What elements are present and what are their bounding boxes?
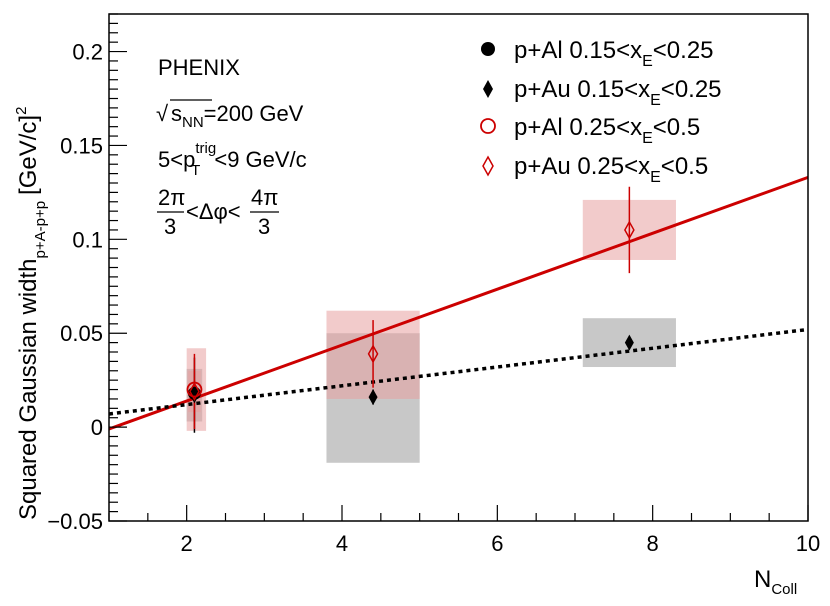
legend-label: p+Al 0.25<xE<0.5 bbox=[514, 114, 700, 147]
x-tick-label: 4 bbox=[336, 531, 348, 556]
delta-phi-label: 2π 3 <Δφ< 4π 3 bbox=[157, 185, 279, 239]
legend-label: p+Al 0.15<xE<0.25 bbox=[514, 37, 714, 70]
systematic-band-layer bbox=[186, 199, 676, 463]
legend-marker-open-diamond bbox=[482, 155, 494, 177]
fit-high-xE bbox=[108, 175, 809, 431]
axis-tick-labels: 2 4 6 8 10 −0.05 0 0.05 0.1 0.15 0.2 bbox=[47, 40, 820, 556]
data-point-filled-diamond-0 bbox=[189, 387, 199, 404]
x-tick-label: 10 bbox=[796, 531, 820, 556]
y-tick-label: 0 bbox=[91, 415, 103, 440]
dphi-den2: 3 bbox=[258, 214, 270, 239]
legend-entry-pal-high: p+Al 0.25<xE<0.5 bbox=[480, 114, 700, 147]
data-point-open-diamond-1 bbox=[367, 344, 379, 364]
legend-label: p+Au 0.25<xE<0.5 bbox=[514, 153, 708, 186]
legend-entry-pal-low: p+Al 0.15<xE<0.25 bbox=[481, 37, 714, 70]
legend-entry-pau-high: p+Au 0.25<xE<0.5 bbox=[482, 153, 708, 186]
legend-marker-filled-circle bbox=[481, 42, 495, 56]
y-tick-label: 0.05 bbox=[60, 321, 103, 346]
x-tick-label: 2 bbox=[181, 531, 193, 556]
pt-label: 5<ptrig T <9 GeV/c bbox=[158, 140, 307, 179]
dphi-den1: 3 bbox=[164, 214, 176, 239]
axis-ticks bbox=[108, 13, 809, 522]
legend-marker-filled-diamond bbox=[483, 80, 493, 98]
x-tick-label: 6 bbox=[491, 531, 503, 556]
fit-low-xE bbox=[108, 327, 809, 416]
energy-label: √ sNN=200 GeV bbox=[156, 99, 304, 131]
energy-text: sNN=200 GeV bbox=[171, 101, 304, 131]
marker-layer bbox=[186, 220, 635, 406]
dphi-num1: 2π bbox=[158, 185, 185, 210]
x-tick-label: 8 bbox=[647, 531, 659, 556]
legend: p+Al 0.15<xE<0.25 p+Au 0.15<xE<0.25 p+Al… bbox=[480, 37, 722, 186]
y-tick-label: 0.15 bbox=[60, 133, 103, 158]
y-tick-label: 0.2 bbox=[72, 40, 103, 65]
data-point-filled-diamond-2 bbox=[624, 334, 634, 351]
experiment-label: PHENIX bbox=[158, 55, 240, 80]
legend-marker-open-circle bbox=[480, 118, 496, 134]
y-tick-label: 0.1 bbox=[72, 227, 103, 252]
fit-line-layer bbox=[108, 175, 809, 431]
legend-label: p+Au 0.15<xE<0.25 bbox=[514, 76, 722, 109]
y-tick-label: −0.05 bbox=[47, 509, 103, 534]
data-point-open-diamond-0 bbox=[189, 381, 200, 401]
dphi-num2: 4π bbox=[251, 185, 278, 210]
x-axis-title: NColl bbox=[754, 566, 797, 598]
sqrt-sign: √ bbox=[156, 101, 169, 126]
data-point-filled-diamond-1 bbox=[368, 389, 378, 406]
data-point-open-diamond-2 bbox=[624, 220, 635, 240]
y-axis-title: Squared Gaussian widthp+A-p+p[GeV/c]2 bbox=[13, 107, 49, 520]
dphi-mid: <Δφ< bbox=[186, 199, 241, 224]
legend-entry-pau-low: p+Au 0.15<xE<0.25 bbox=[483, 76, 722, 109]
